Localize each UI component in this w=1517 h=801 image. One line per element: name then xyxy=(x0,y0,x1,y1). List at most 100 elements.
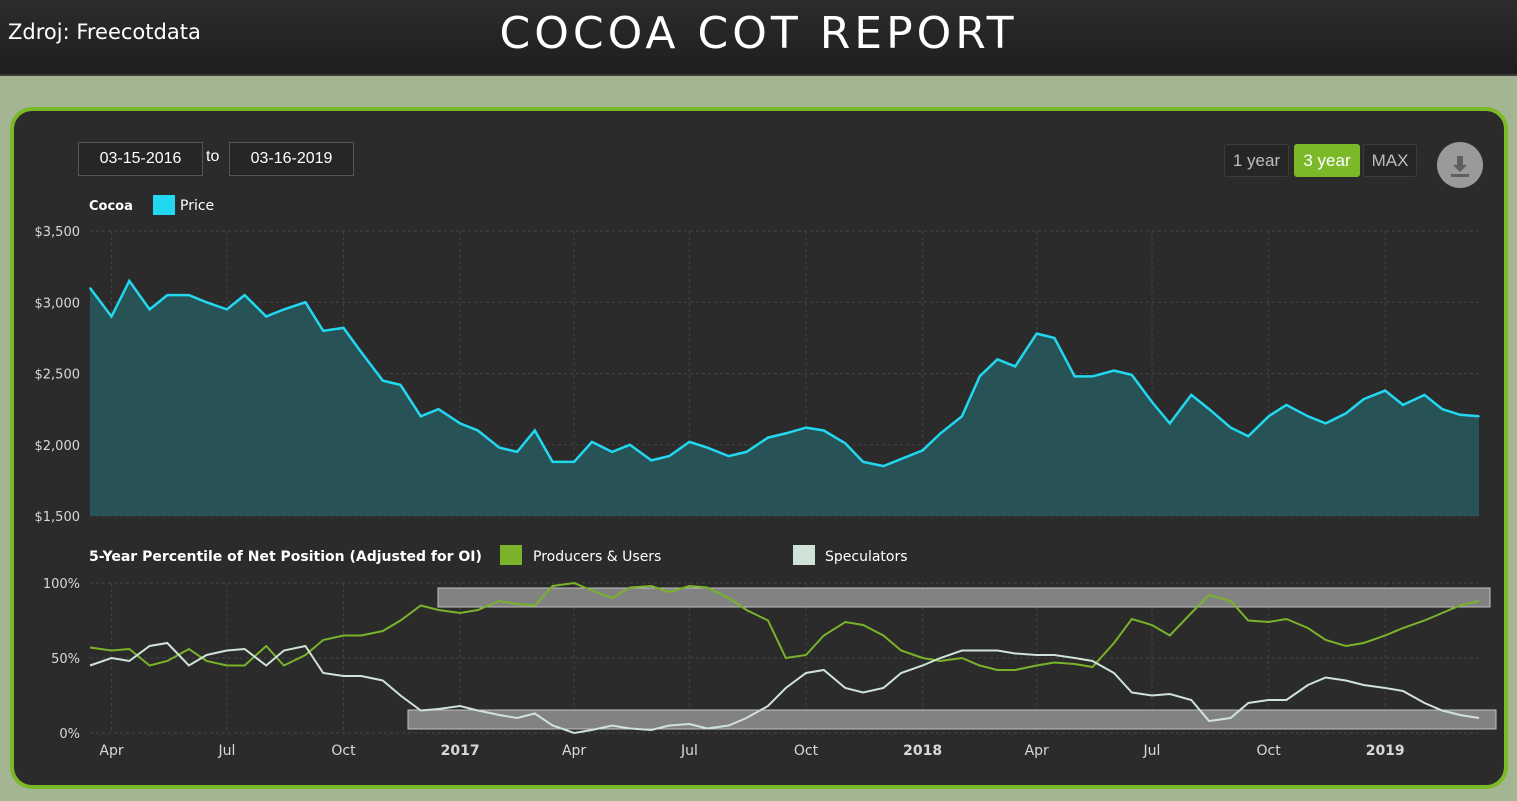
price-point xyxy=(1131,374,1133,376)
price-point xyxy=(226,308,228,311)
price-point xyxy=(477,429,479,432)
price-point xyxy=(611,451,613,453)
price-area-fill xyxy=(90,280,1479,516)
price-point xyxy=(706,446,708,449)
price-point xyxy=(844,442,847,445)
price-point xyxy=(629,444,631,446)
price-point xyxy=(1014,365,1016,368)
price-point xyxy=(342,327,345,329)
x-tick-label: 2019 xyxy=(1366,743,1405,759)
price-point xyxy=(1190,394,1193,396)
page-title: COCOA COT REPORT xyxy=(499,8,1018,59)
producers-users-line xyxy=(89,581,1480,671)
price-point xyxy=(939,432,942,435)
price-point xyxy=(1324,422,1327,425)
price-point xyxy=(110,315,113,318)
price-point xyxy=(882,465,885,467)
price-point xyxy=(1091,375,1094,378)
price-point xyxy=(1035,332,1038,335)
producers-legend-label: Producers & Users xyxy=(533,549,661,565)
position-y-tick-label: 0% xyxy=(59,727,80,742)
price-y-tick-label: $3,000 xyxy=(35,296,81,311)
price-point xyxy=(1169,422,1171,425)
date-from-input[interactable]: 03-15-2016 xyxy=(78,142,203,176)
price-point xyxy=(1402,404,1404,406)
price-y-tick-label: $3,500 xyxy=(35,225,81,240)
price-point xyxy=(1073,375,1076,378)
price-y-tick-label: $1,500 xyxy=(35,510,81,525)
position-y-tick-label: 50% xyxy=(51,652,80,667)
position-y-tick-label: 100% xyxy=(43,577,80,592)
price-point xyxy=(205,301,208,304)
price-point xyxy=(1151,401,1153,403)
range-button-3-year[interactable]: 3 year xyxy=(1294,144,1360,177)
price-point xyxy=(1345,412,1347,415)
date-to-input[interactable]: 03-16-2019 xyxy=(229,142,354,176)
price-point xyxy=(1247,435,1250,438)
price-point xyxy=(1307,415,1309,418)
range-button-max[interactable]: MAX xyxy=(1363,144,1417,177)
price-point xyxy=(921,449,924,452)
price-point xyxy=(1285,404,1288,406)
price-point xyxy=(304,301,307,304)
price-point xyxy=(551,461,554,463)
price-point xyxy=(978,375,981,378)
price-point xyxy=(961,415,963,418)
source-label: Zdroj: Freecotdata xyxy=(8,20,201,44)
price-point xyxy=(128,280,131,282)
price-point xyxy=(360,351,363,353)
x-tick-label: Oct xyxy=(1256,743,1281,759)
price-point xyxy=(516,451,518,453)
price-point xyxy=(900,458,902,460)
x-tick-label: Jul xyxy=(217,743,235,759)
price-point xyxy=(1362,398,1365,400)
speculators-legend-label: Speculators xyxy=(825,549,908,565)
price-point xyxy=(1459,414,1461,416)
x-tick-label: 2017 xyxy=(441,743,480,759)
price-point xyxy=(862,461,864,463)
price-point xyxy=(498,446,501,449)
price-point xyxy=(148,308,151,311)
download-icon xyxy=(1451,156,1469,177)
price-point xyxy=(688,441,691,443)
price-point xyxy=(437,408,440,410)
price-point xyxy=(996,358,999,361)
price-point xyxy=(534,429,536,432)
position-legend-title: 5-Year Percentile of Net Position (Adjus… xyxy=(89,549,482,565)
price-point xyxy=(805,426,807,429)
price-point xyxy=(1113,369,1115,372)
price-point xyxy=(767,436,769,439)
x-tick-label: Apr xyxy=(562,743,586,759)
price-point xyxy=(785,432,787,435)
x-tick-label: Jul xyxy=(1143,743,1161,759)
price-point xyxy=(1478,415,1480,418)
speculators-legend-swatch xyxy=(793,545,815,565)
x-tick-label: 2018 xyxy=(903,743,942,759)
price-point xyxy=(322,330,325,332)
price-point xyxy=(188,294,190,296)
price-point xyxy=(668,455,670,457)
price-point xyxy=(399,384,402,386)
price-point xyxy=(591,441,593,443)
price-point xyxy=(823,429,825,432)
price-y-tick-label: $2,000 xyxy=(35,439,81,454)
x-tick-label: Oct xyxy=(331,743,356,759)
price-point xyxy=(382,379,384,382)
price-point xyxy=(650,459,653,462)
price-point xyxy=(1441,408,1443,410)
price-point xyxy=(1384,389,1386,392)
price-legend-label: Price xyxy=(180,198,214,214)
x-tick-label: Jul xyxy=(680,743,698,759)
price-point xyxy=(459,422,461,425)
download-button[interactable] xyxy=(1437,142,1483,188)
date-range-separator: to xyxy=(206,148,220,165)
extreme-low-band xyxy=(407,709,1497,730)
price-point xyxy=(1229,426,1232,429)
price-point xyxy=(1208,408,1210,410)
price-point xyxy=(265,315,268,318)
x-tick-label: Apr xyxy=(1025,743,1049,759)
header-bar: Zdroj: Freecotdata COCOA COT REPORT xyxy=(0,0,1517,76)
price-point xyxy=(1267,415,1270,418)
range-button-1-year[interactable]: 1 year xyxy=(1224,144,1289,177)
